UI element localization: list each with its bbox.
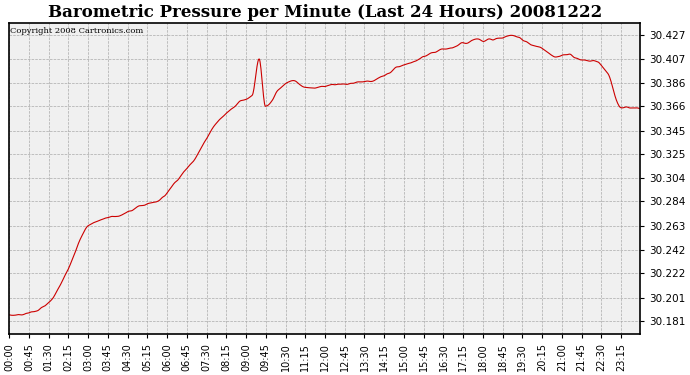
- Title: Barometric Pressure per Minute (Last 24 Hours) 20081222: Barometric Pressure per Minute (Last 24 …: [48, 4, 602, 21]
- Text: Copyright 2008 Cartronics.com: Copyright 2008 Cartronics.com: [10, 27, 144, 35]
